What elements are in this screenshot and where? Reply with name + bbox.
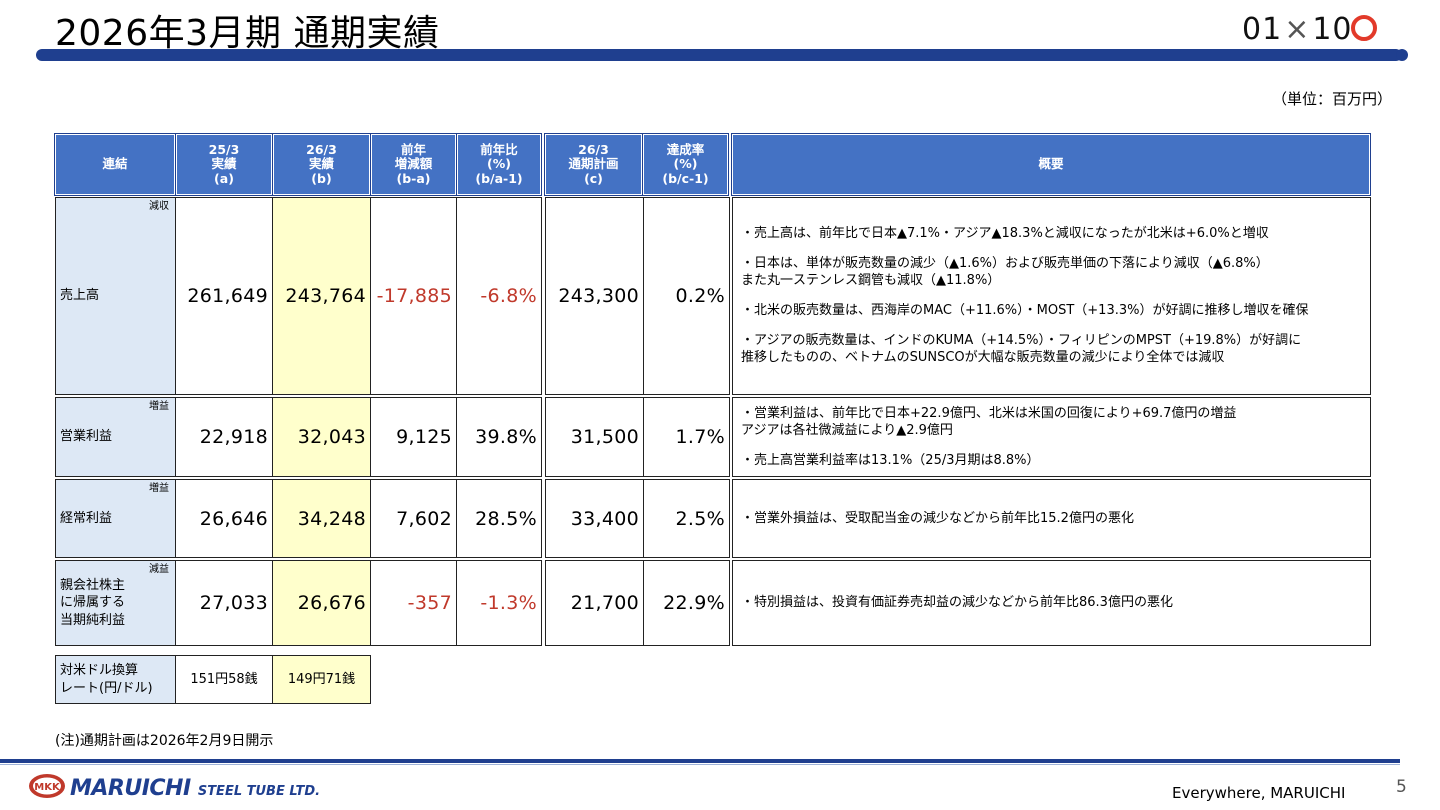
col-header-plan: 26/3 通期計画 (c) (544, 133, 643, 196)
cell-sales-ratio: -6.8% (456, 197, 542, 395)
brand-name: MARUICHI (70, 776, 191, 801)
header-divider (36, 49, 1408, 61)
logo-right: 10 (1312, 12, 1353, 47)
cell-net-b: 26,676 (272, 560, 371, 646)
cell-sales-plan: 243,300 (545, 197, 644, 395)
col-header-ratio: 前年比 (%) (b/a-1) (456, 133, 542, 196)
cell-net-plan: 21,700 (545, 560, 644, 646)
col-header-diff: 前年 増減額 (b-a) (370, 133, 457, 196)
cell-ord-plan: 33,400 (545, 479, 644, 558)
summary-operating-income: ・営業利益は、前年比で日本+22.9億円、北米は米国の回復により+69.7億円の… (732, 397, 1371, 477)
fx-rate-label: 対米ドル換算 レート(円/ドル) (55, 655, 176, 704)
col-header-label: 連結 (54, 133, 176, 196)
row-label-ordinary-income: 増益 経常利益 (55, 479, 176, 558)
row-label-sales: 減収 売上高 (55, 197, 176, 395)
cell-sales-achieve: 0.2% (643, 197, 730, 395)
company-brand: MARUICHI STEEL TUBE LTD. (70, 776, 320, 801)
unit-label: （単位：百万円） (1272, 90, 1393, 108)
summary-ordinary-income: ・営業外損益は、受取配当金の減少などから前年比15.2億円の悪化 (732, 479, 1371, 558)
row-tag: 増益 (149, 483, 169, 494)
cell-ord-ratio: 28.5% (456, 479, 542, 558)
cell-sales-diff: -17,885 (370, 197, 457, 395)
fx-rate-a: 151円58銭 (175, 655, 273, 704)
footnote: (注)通期計画は2026年2月9日開示 (55, 733, 274, 749)
row-label-net-income: 減益 親会社株主 に帰属する 当期純利益 (55, 560, 176, 646)
footer-divider (0, 759, 1400, 763)
cell-sales-b: 243,764 (272, 197, 371, 395)
cell-ord-a: 26,646 (175, 479, 273, 558)
row-tag: 増益 (149, 401, 169, 412)
row-label-operating-income: 増益 営業利益 (55, 397, 176, 477)
col-header-a: 25/3 実績 (a) (175, 133, 273, 196)
cell-op-plan: 31,500 (545, 397, 644, 477)
cell-ord-diff: 7,602 (370, 479, 457, 558)
cell-net-ratio: -1.3% (456, 560, 542, 646)
summary-net-income: ・特別損益は、投資有価証券売却益の減少などから前年比86.3億円の悪化 (732, 560, 1371, 646)
tagline: Everywhere, MARUICHI (1172, 784, 1346, 802)
mkk-logo-icon: MKK (29, 774, 65, 798)
logo-left: 01 (1242, 12, 1283, 47)
cell-op-ratio: 39.8% (456, 397, 542, 477)
logo-ring-icon (1350, 15, 1377, 41)
cell-ord-b: 34,248 (272, 479, 371, 558)
row-tag: 減益 (149, 564, 169, 575)
page-title: 2026年3月期 通期実績 (55, 13, 440, 54)
cell-ord-achieve: 2.5% (643, 479, 730, 558)
cell-net-achieve: 22.9% (643, 560, 730, 646)
cell-op-a: 22,918 (175, 397, 273, 477)
row-tag: 減収 (149, 201, 169, 212)
brand-logo: 01×10 (1242, 12, 1377, 47)
fx-rate-b: 149円71銭 (272, 655, 371, 704)
cell-op-achieve: 1.7% (643, 397, 730, 477)
col-header-achieve: 達成率 (%) (b/c-1) (642, 133, 729, 196)
cell-net-diff: -357 (370, 560, 457, 646)
mkk-text: MKK (34, 782, 61, 793)
cell-op-b: 32,043 (272, 397, 371, 477)
page-number: 5 (1396, 777, 1407, 797)
summary-sales: ・売上高は、前年比で日本▲7.1%・アジア▲18.3%と減収になったが北米は+6… (732, 197, 1371, 395)
cell-sales-a: 261,649 (175, 197, 273, 395)
cell-op-diff: 9,125 (370, 397, 457, 477)
logo-times: × (1284, 12, 1311, 47)
brand-sub: STEEL TUBE LTD. (197, 784, 321, 799)
cell-net-a: 27,033 (175, 560, 273, 646)
col-header-summary: 概要 (731, 133, 1371, 196)
col-header-b: 26/3 実績 (b) (272, 133, 371, 196)
footer-divider-thin (0, 764, 1400, 765)
